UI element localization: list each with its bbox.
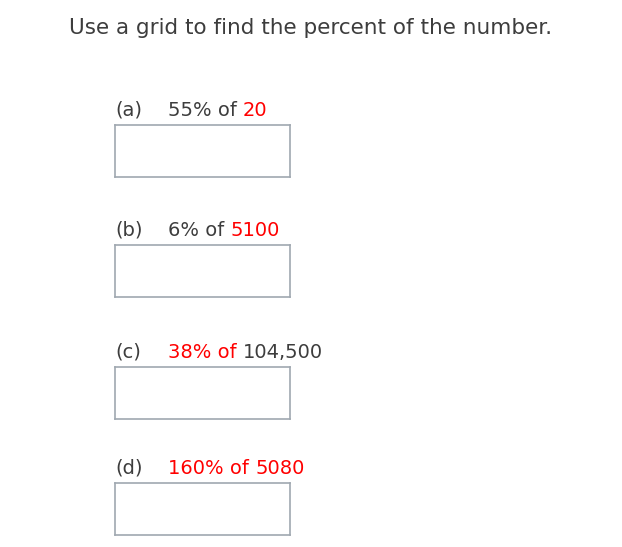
Text: (b): (b) <box>115 220 142 240</box>
Text: (c): (c) <box>115 342 141 362</box>
Text: 5080: 5080 <box>255 458 305 478</box>
Text: 55% of: 55% of <box>168 101 243 119</box>
Text: Use a grid to find the percent of the number.: Use a grid to find the percent of the nu… <box>70 18 552 38</box>
Text: 5100: 5100 <box>231 220 280 240</box>
Text: 160% of: 160% of <box>168 458 255 478</box>
Text: 20: 20 <box>243 101 267 119</box>
Text: (d): (d) <box>115 458 142 478</box>
Text: 38% of: 38% of <box>168 342 243 362</box>
Text: 6% of: 6% of <box>168 220 231 240</box>
Text: 104,500: 104,500 <box>243 342 323 362</box>
Text: (a): (a) <box>115 101 142 119</box>
